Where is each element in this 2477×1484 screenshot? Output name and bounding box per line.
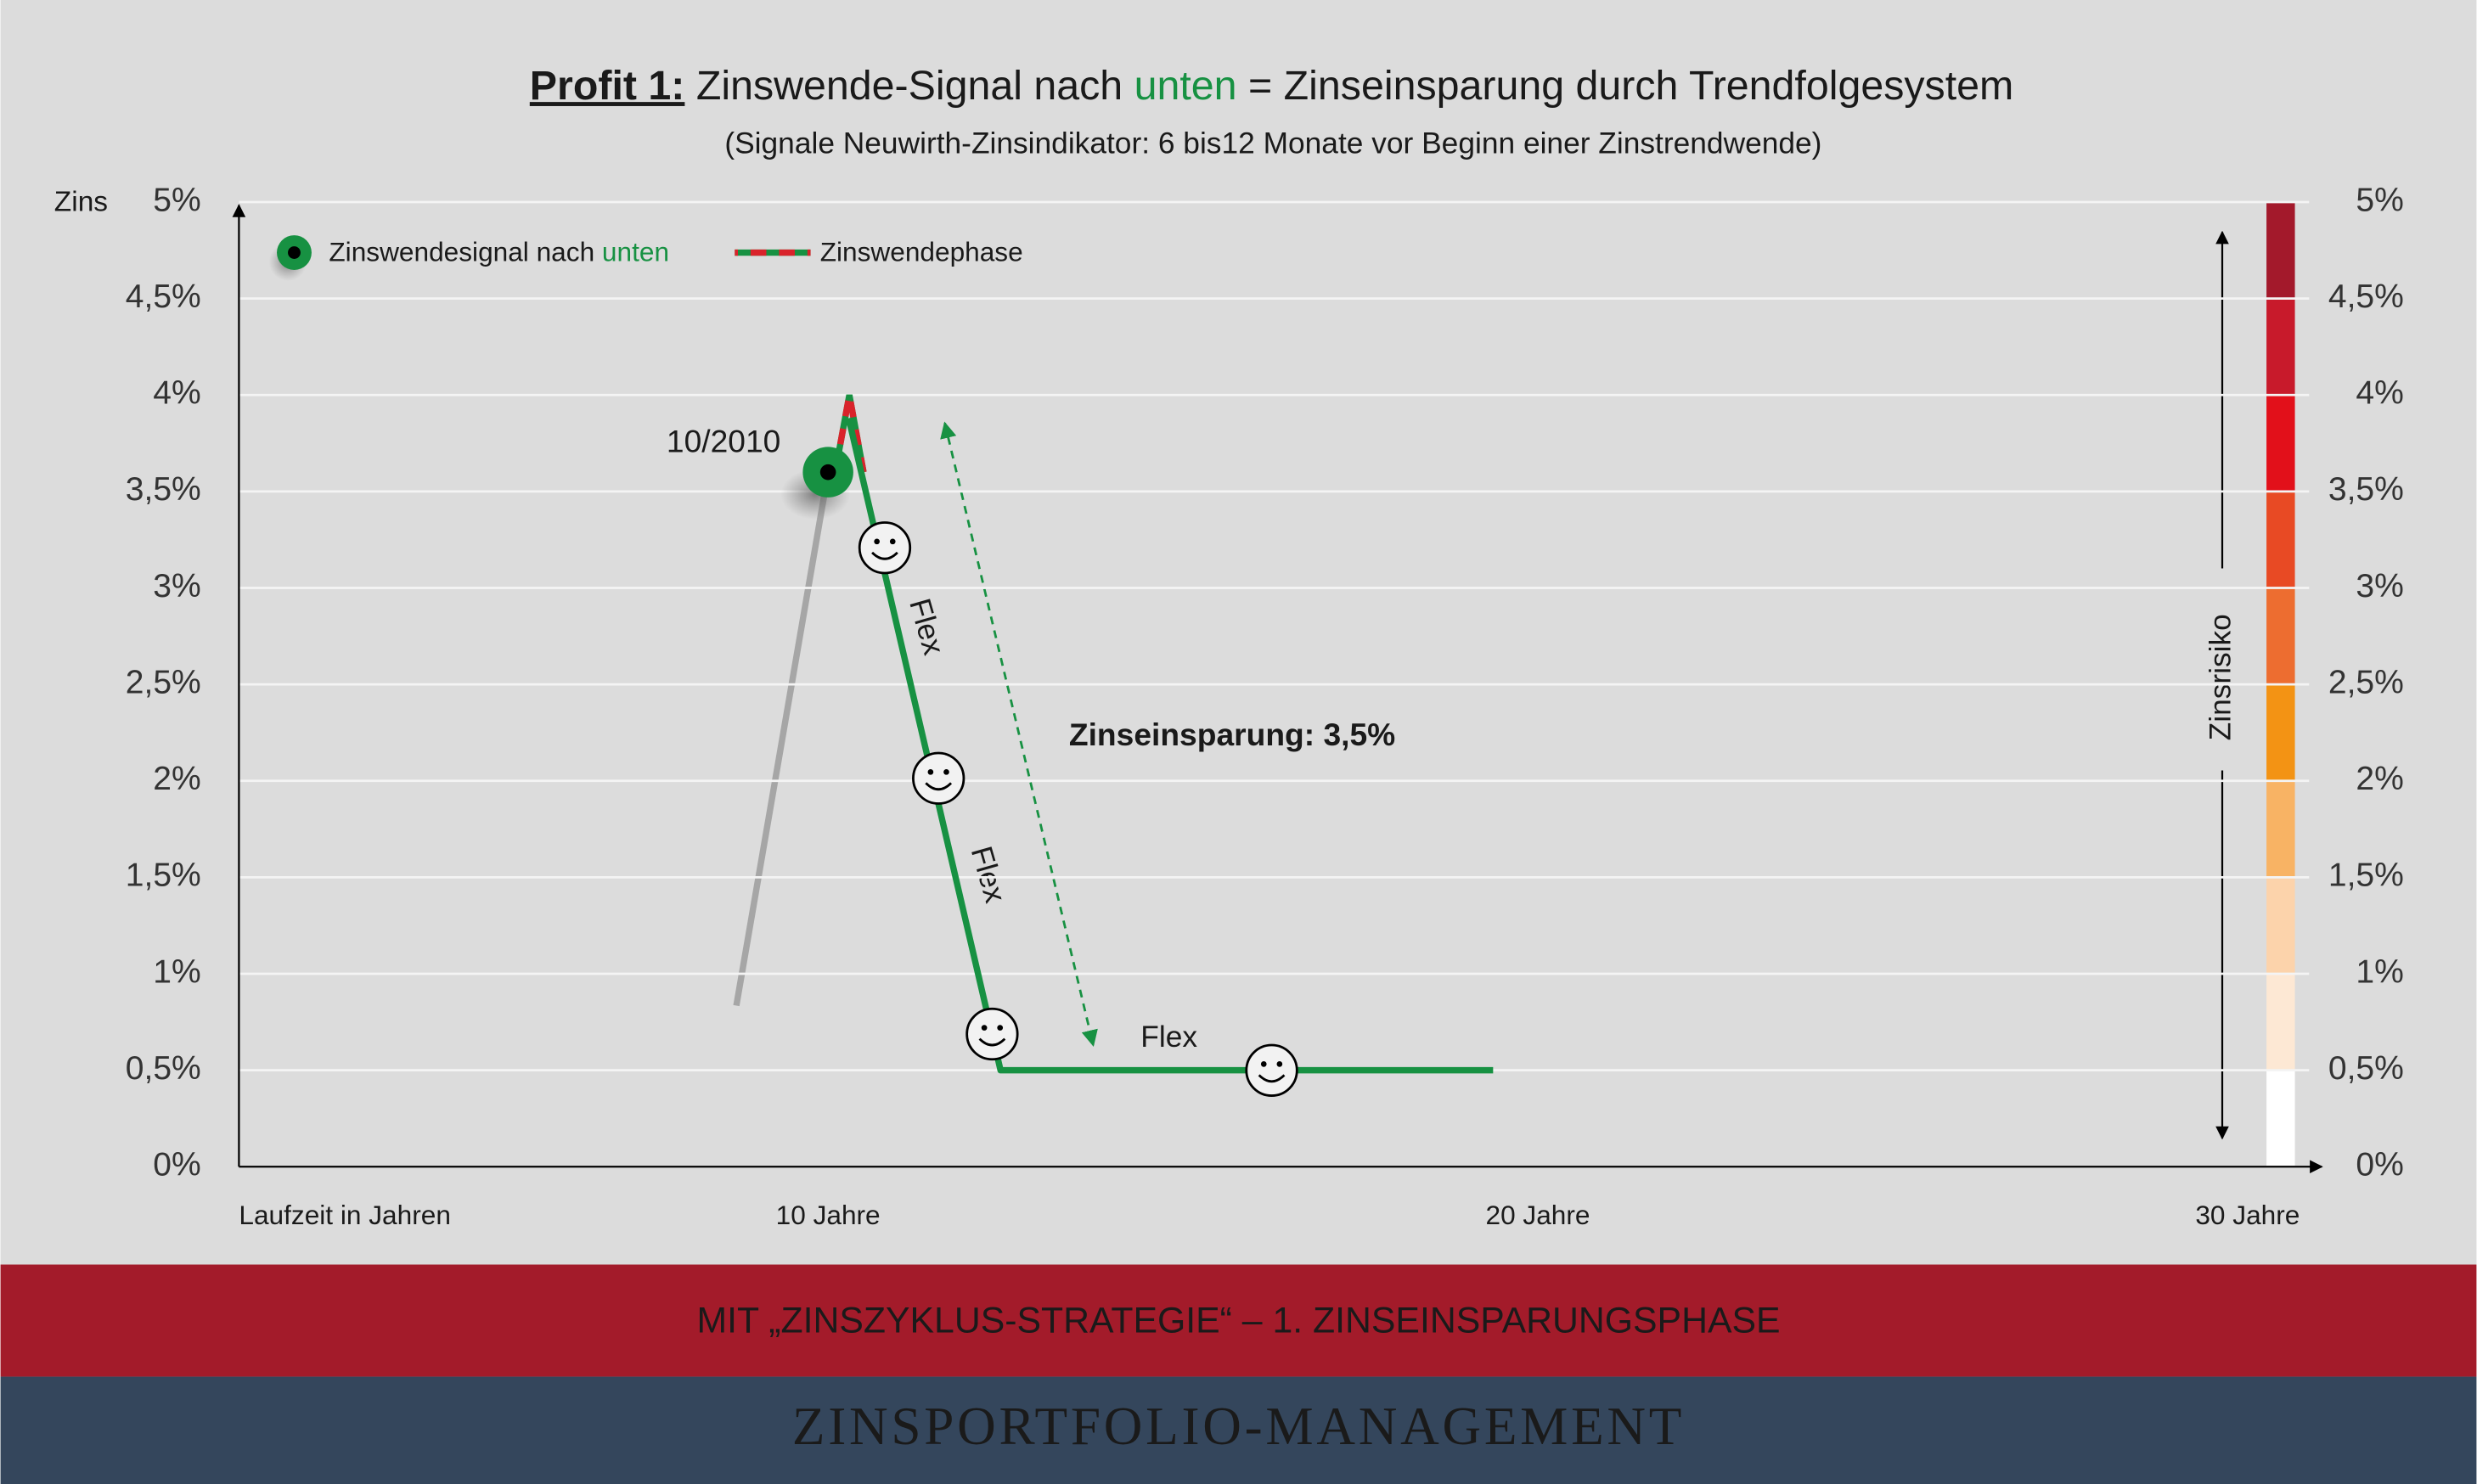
annotation: Flex	[1140, 1020, 1197, 1054]
legend-label: Zinswendesignal nach unten	[329, 237, 669, 267]
risk-segment	[2266, 684, 2295, 782]
y-tick-label: 4%	[153, 375, 200, 412]
legend-text: Zinswendesignal nach	[329, 237, 602, 267]
y2-tick-label: 4%	[2356, 375, 2403, 412]
x-axis-label: Laufzeit in Jahren	[239, 1200, 451, 1230]
y-tick-label: 2,5%	[126, 664, 201, 700]
risk-segment	[2266, 1070, 2295, 1167]
shadow-line	[733, 473, 831, 1007]
y-tick-label: 0,5%	[126, 1050, 201, 1087]
smiley-eye	[997, 1025, 1004, 1031]
x-tick-label: 10 Jahre	[776, 1200, 881, 1230]
y2-axis-label: Zinsrisiko	[2204, 614, 2237, 740]
title-highlight: unten	[1134, 63, 1237, 109]
smiley-eye	[889, 538, 896, 545]
legend-label: Zinswendephase	[820, 237, 1023, 267]
rate-line	[845, 417, 1494, 1074]
footer-bg	[0, 1376, 2477, 1484]
chart-title: Profit 1: Zinswende-Signal nach unten = …	[530, 63, 2013, 109]
smiley-mouth	[871, 551, 898, 560]
x-tick-label: 30 Jahre	[2195, 1200, 2300, 1230]
y2-tick-label: 5%	[2356, 182, 2403, 218]
title-part: = Zinseinsparung durch Trendfolgesystem	[1237, 63, 2014, 109]
smiley	[858, 521, 912, 575]
smiley	[1245, 1043, 1298, 1097]
smiley-mouth	[978, 1037, 1006, 1047]
smiley-eye	[1260, 1061, 1267, 1067]
y2-tick-label: 2%	[2356, 761, 2403, 797]
y-tick-label: 3%	[153, 568, 200, 604]
risk-segment	[2266, 491, 2295, 589]
risk-segment	[2266, 780, 2295, 878]
smiley-eye	[1276, 1061, 1283, 1067]
y-tick-label: 3,5%	[126, 471, 201, 508]
y2-tick-label: 2,5%	[2328, 664, 2404, 700]
x-tick-label: 20 Jahre	[1485, 1200, 1590, 1230]
y-tick-label: 4,5%	[126, 278, 201, 315]
smiley-mouth	[925, 782, 953, 791]
smiley-eye	[927, 768, 934, 775]
y-tick-label: 1%	[153, 953, 200, 990]
footer: ZINSPORTFOLIO-MANAGEMENT	[792, 1397, 1685, 1456]
smiley-eye	[981, 1025, 988, 1031]
signal-label: 10/2010	[667, 424, 780, 459]
y-tick-label: 2%	[153, 761, 200, 797]
title-prefix: Profit 1:	[530, 63, 685, 109]
y-tick-label: 0%	[153, 1147, 200, 1183]
y2-tick-label: 3,5%	[2328, 471, 2404, 508]
y2-tick-label: 0%	[2356, 1147, 2403, 1183]
y-tick-label: 5%	[153, 182, 200, 218]
smiley-eye	[874, 538, 881, 545]
smiley-mouth	[1258, 1074, 1286, 1083]
banner-bg	[0, 1264, 2477, 1377]
smiley	[965, 1007, 1019, 1061]
legend-highlight: unten	[602, 237, 669, 267]
risk-segment	[2266, 202, 2295, 300]
risk-segment	[2266, 298, 2295, 396]
y2-tick-label: 1%	[2356, 953, 2403, 990]
risk-segment	[2266, 395, 2295, 492]
subtitle: (Signale Neuwirth-Zinsindikator: 6 bis12…	[724, 126, 1821, 160]
savings-arrow	[940, 421, 1098, 1047]
plot: 0% 0,5% 1% 1,5% 2% 2,5% 3% 3,5% 4% 4,5% 5% 0% 0,5% 1%…	[126, 182, 2404, 1230]
y2-tick-label: 3%	[2356, 568, 2403, 604]
y-axis-label: Zins	[54, 187, 108, 218]
title-part: Zinswende-Signal nach	[684, 63, 1134, 109]
legend-signal-dot	[288, 246, 301, 259]
smiley	[912, 751, 965, 805]
annotation: Zinseinsparung: 3,5%	[1069, 717, 1395, 752]
phase-line-base	[831, 394, 867, 473]
risk-segment	[2266, 877, 2295, 975]
y2-tick-label: 4,5%	[2328, 278, 2404, 315]
y2-tick-label: 1,5%	[2328, 857, 2404, 894]
background	[0, 0, 2477, 1265]
signal-dot	[819, 464, 836, 481]
risk-segment	[2266, 587, 2295, 685]
banner: MIT „ZINSZYKLUS-STRATEGIE“ – 1. ZINSEINS…	[696, 1301, 1780, 1341]
y2-tick-label: 0,5%	[2328, 1050, 2404, 1087]
risk-segment	[2266, 973, 2295, 1071]
y-tick-label: 1,5%	[126, 857, 201, 894]
smiley-eye	[943, 768, 949, 775]
